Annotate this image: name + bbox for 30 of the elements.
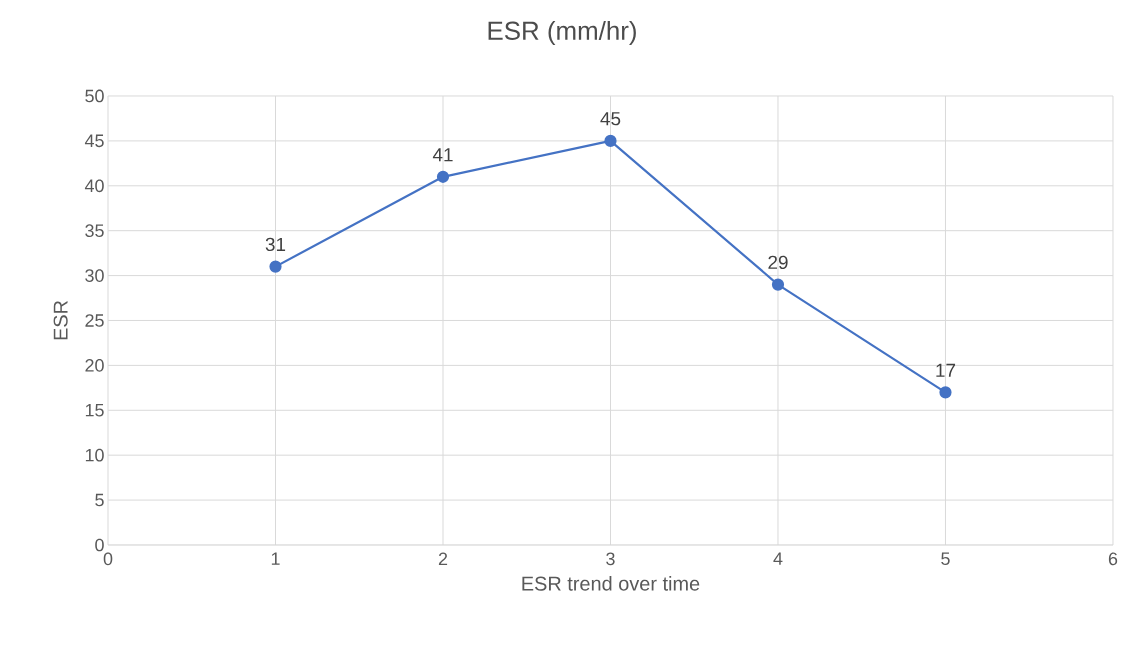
data-label: 41 — [432, 148, 453, 162]
y-tick-label: 25 — [85, 314, 104, 327]
point — [771, 278, 785, 291]
y-tick-label: 0 — [95, 538, 104, 552]
x-tick-label: 2 — [438, 552, 448, 566]
y-tick-label: 50 — [85, 89, 104, 103]
x-tick-label: 1 — [271, 552, 280, 565]
y-axis-title: ESR — [53, 300, 68, 340]
y-tick-label: 35 — [85, 224, 104, 238]
data-label: 31 — [265, 237, 286, 252]
y-tick-label: 45 — [84, 134, 104, 148]
point — [436, 170, 450, 183]
y-tick-label: 10 — [85, 448, 104, 462]
x-tick-label: 6 — [1108, 552, 1118, 566]
point — [269, 260, 282, 273]
y-tick-label: 30 — [85, 269, 104, 282]
x-tick-label: 3 — [606, 552, 615, 566]
data-label: 17 — [936, 363, 956, 377]
y-tick-label: 40 — [84, 179, 104, 193]
x-tick-label: 4 — [773, 552, 783, 565]
x-tick-label: 5 — [941, 552, 950, 566]
point — [604, 134, 617, 147]
x-axis-title: ESR trend over time — [522, 576, 700, 591]
data-label: 29 — [768, 255, 788, 270]
chart-title: ESR (mm/hr) — [488, 20, 636, 46]
y-tick-label: 20 — [85, 359, 104, 372]
data-label: 45 — [600, 112, 621, 126]
point — [939, 386, 952, 399]
y-tick-label: 5 — [95, 493, 104, 507]
y-tick-label: 15 — [85, 404, 104, 417]
